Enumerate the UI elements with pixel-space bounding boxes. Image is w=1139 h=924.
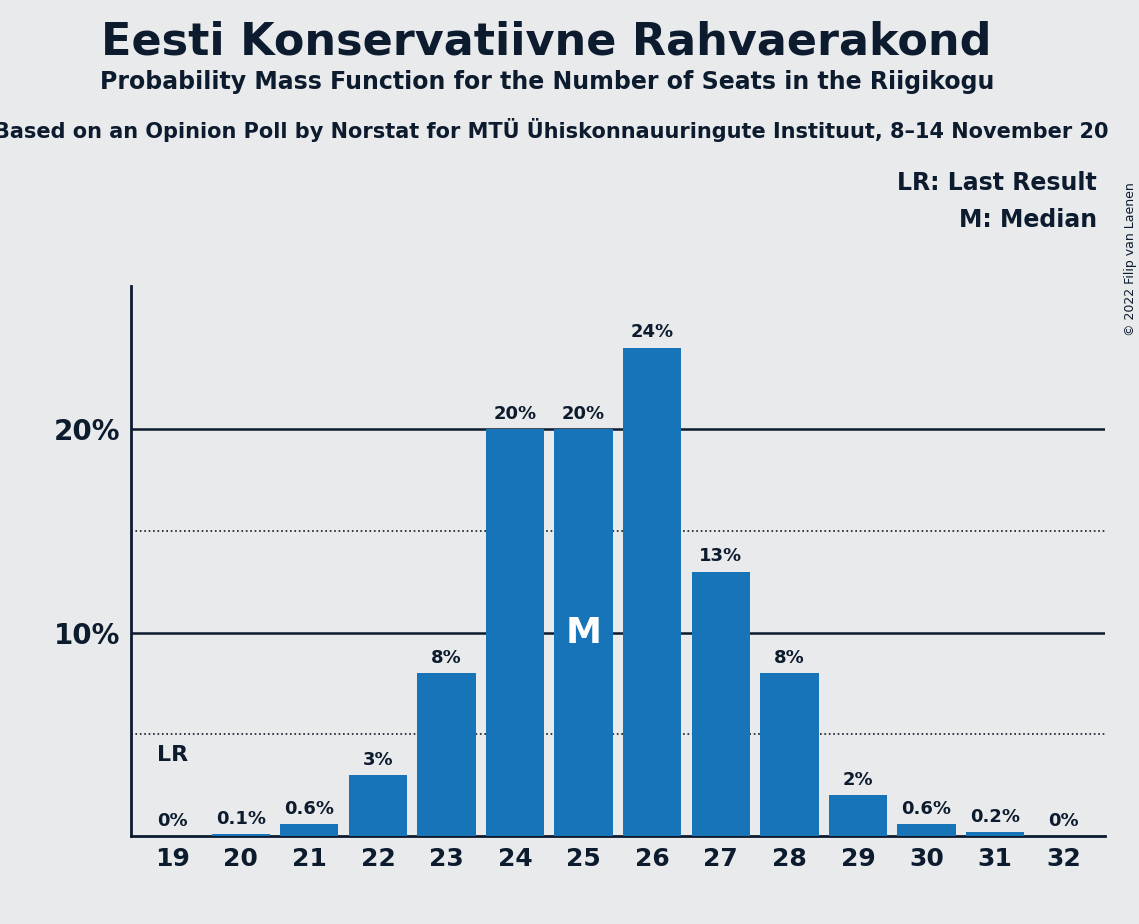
Text: 13%: 13% — [699, 547, 743, 565]
Bar — [212, 834, 270, 836]
Bar — [555, 429, 613, 836]
Text: 0.6%: 0.6% — [285, 800, 334, 818]
Text: 8%: 8% — [775, 650, 805, 667]
Text: M: M — [566, 615, 601, 650]
Bar — [280, 824, 338, 836]
Text: 20%: 20% — [562, 405, 605, 423]
Text: 2%: 2% — [843, 772, 874, 789]
Text: 20%: 20% — [493, 405, 536, 423]
Text: 0.6%: 0.6% — [902, 800, 951, 818]
Text: 0.1%: 0.1% — [215, 810, 265, 828]
Bar — [486, 429, 544, 836]
Bar — [966, 833, 1024, 836]
Bar — [898, 824, 956, 836]
Text: © 2022 Filip van Laenen: © 2022 Filip van Laenen — [1124, 182, 1137, 335]
Text: 3%: 3% — [362, 751, 393, 769]
Text: LR: LR — [156, 745, 188, 765]
Bar — [829, 796, 887, 836]
Text: 24%: 24% — [631, 323, 674, 342]
Text: LR: Last Result: LR: Last Result — [898, 171, 1097, 195]
Bar — [349, 775, 407, 836]
Text: 8%: 8% — [431, 650, 461, 667]
Bar — [760, 674, 819, 836]
Bar — [417, 674, 476, 836]
Text: 0%: 0% — [1048, 812, 1079, 830]
Text: 0.2%: 0.2% — [970, 808, 1021, 826]
Text: Eesti Konservatiivne Rahvaerakond: Eesti Konservatiivne Rahvaerakond — [101, 20, 992, 64]
Text: Based on an Opinion Poll by Norstat for MTÜ Ühiskonnauuringute Instituut, 8–14 N: Based on an Opinion Poll by Norstat for … — [0, 118, 1108, 142]
Text: Probability Mass Function for the Number of Seats in the Riigikogu: Probability Mass Function for the Number… — [99, 70, 994, 94]
Bar — [691, 572, 749, 836]
Bar — [623, 347, 681, 836]
Text: M: Median: M: Median — [959, 208, 1097, 232]
Text: 0%: 0% — [157, 812, 188, 830]
